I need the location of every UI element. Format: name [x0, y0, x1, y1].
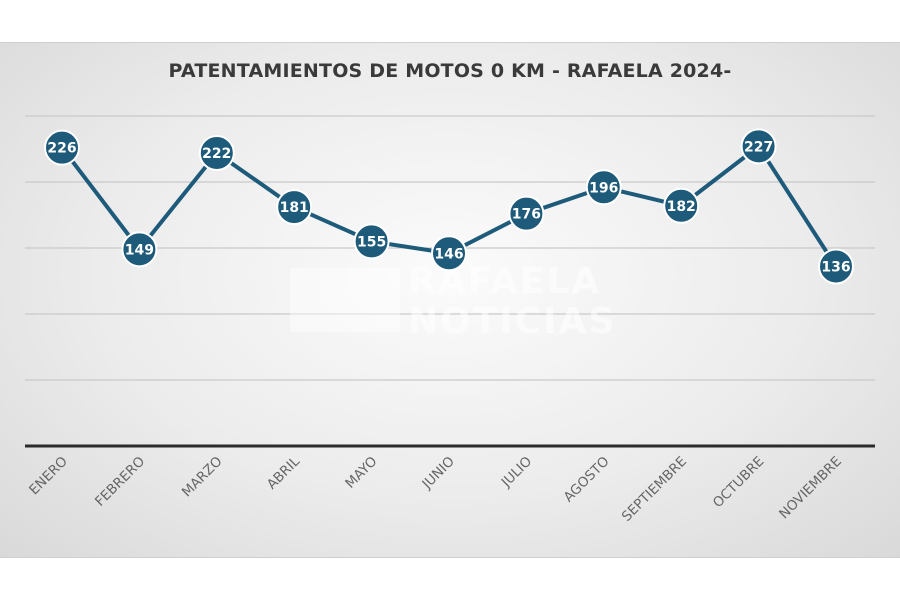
tick-label-marzo: MARZO: [179, 454, 226, 501]
data-label: 222: [202, 146, 231, 162]
data-label: 146: [434, 246, 463, 262]
marker: [198, 134, 235, 171]
x-axis-ticks: ENERO FEBRERO MARZO ABRIL MAYO JUNIO JULIO AGOS…: [26, 453, 845, 525]
tick-label-mayo: MAYO: [342, 454, 380, 492]
data-point-noviembre: 136: [818, 248, 854, 285]
tick-label-octubre: OCTUBRE: [710, 454, 768, 512]
data-point-octubre: 227: [740, 128, 777, 165]
marker: [818, 248, 854, 285]
data-label: 226: [47, 141, 76, 157]
marker: [663, 187, 700, 224]
watermark: RAFAELA NOTICIAS: [290, 261, 616, 342]
marker: [44, 129, 80, 166]
data-label: 176: [512, 207, 541, 223]
tick-label-junio: JUNIO: [419, 454, 458, 493]
marker: [353, 223, 390, 260]
chart-title: PATENTAMIENTOS DE MOTOS 0 KM - RAFAELA 2…: [168, 60, 732, 82]
tick-label-abril: ABRIL: [264, 453, 303, 492]
tick-label-septiembre: SEPTIEMBRE: [619, 454, 690, 525]
data-markers: 226 149 222 181 155 146 176 196 182 227 136: [44, 128, 854, 285]
data-point-julio: 176: [508, 195, 545, 232]
watermark-logo: [290, 268, 400, 332]
tick-label-julio: JULIO: [498, 454, 535, 491]
data-label: 196: [589, 180, 618, 196]
data-label: 182: [667, 199, 696, 215]
watermark-line2: NOTICIAS: [408, 301, 616, 342]
chart-frame: [0, 42, 900, 558]
marker: [276, 189, 313, 226]
data-label: 149: [125, 242, 154, 258]
data-point-enero: 226: [44, 129, 80, 166]
grid-lines: [25, 115, 875, 448]
data-label: 155: [357, 234, 386, 250]
data-point-agosto: 196: [585, 169, 622, 206]
tick-label-agosto: AGOSTO: [561, 454, 613, 506]
marker: [585, 169, 622, 206]
data-point-febrero: 149: [121, 231, 158, 268]
data-point-septiembre: 182: [663, 187, 700, 224]
data-label: 136: [821, 259, 850, 275]
data-label: 181: [280, 200, 309, 216]
tick-label-enero: ENERO: [26, 454, 71, 499]
marker: [121, 231, 158, 268]
data-point-abril: 181: [276, 189, 313, 226]
watermark-line1: RAFAELA: [408, 261, 601, 302]
marker: [431, 235, 467, 272]
data-point-mayo: 155: [353, 223, 390, 260]
tick-label-febrero: FEBRERO: [92, 454, 148, 510]
data-point-marzo: 222: [198, 134, 235, 171]
marker: [508, 195, 545, 232]
data-label: 227: [744, 139, 773, 155]
tick-label-noviembre: NOVIEMBRE: [776, 454, 845, 523]
data-point-junio: 146: [431, 235, 467, 272]
marker: [740, 128, 777, 165]
